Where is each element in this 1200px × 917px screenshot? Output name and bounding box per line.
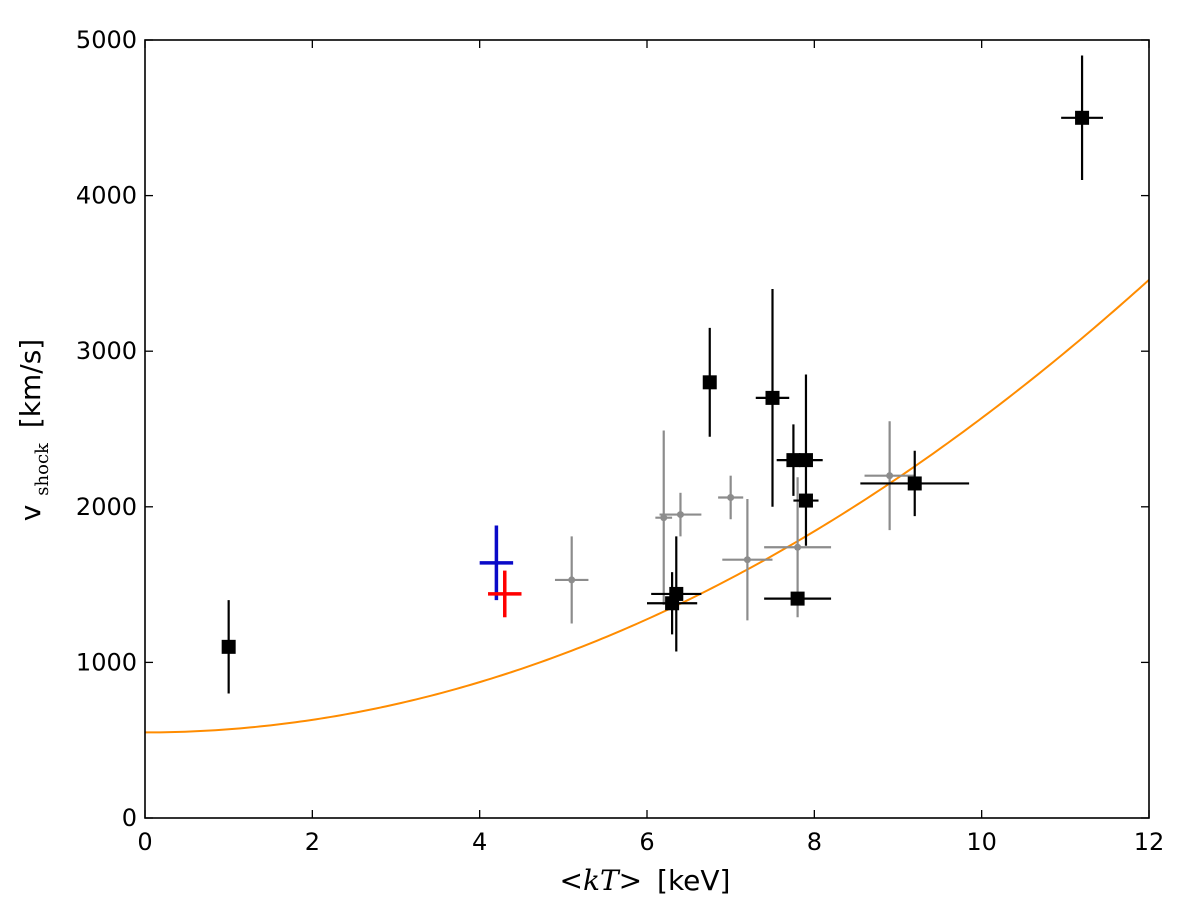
series-red-cross: [488, 570, 522, 618]
black-squares-point-3: [702, 327, 717, 437]
gray-dots-marker-4: [743, 556, 751, 564]
fit-curve: [145, 279, 1149, 734]
x-tick-label-4: 8: [807, 828, 822, 856]
black-squares-marker-8: [790, 591, 805, 606]
black-squares-marker-4: [765, 390, 780, 405]
axes: 0 2 4 6 8 10 12 0 1000 2000 3000 4000 5000: [76, 26, 1164, 856]
x-tick-label-6: 12: [1134, 828, 1165, 856]
black-squares-point-6: [789, 374, 823, 546]
gray-dots-marker-2: [676, 511, 684, 519]
gray-dots-marker-1: [660, 514, 668, 522]
y-tick-label-0: 0: [122, 804, 137, 832]
y-tick-label-2: 2000: [76, 493, 137, 521]
plot-area: [145, 55, 1149, 734]
y-axis-label-base: v: [14, 505, 47, 522]
series-blue-cross: [479, 525, 514, 601]
black-squares-marker-0: [221, 639, 236, 654]
black-squares-point-0: [221, 600, 236, 694]
y-tick-label-5: 5000: [76, 26, 137, 54]
y-tick-label-4: 4000: [76, 182, 137, 210]
black-squares-marker-2: [669, 586, 684, 601]
x-tick-label-3: 6: [639, 828, 654, 856]
gray-dots-marker-6: [886, 472, 894, 480]
gray-dots-point-3: [718, 475, 744, 520]
black-squares-point-9: [860, 450, 970, 517]
black-squares-point-1: [647, 572, 698, 635]
gray-dots-marker-5: [794, 543, 802, 551]
y-axis-label-subscript: shock: [32, 442, 53, 496]
series-gray-dots: [554, 421, 915, 624]
black-squares-point-4: [755, 288, 790, 507]
black-squares-marker-3: [702, 375, 717, 390]
x-tick-label-2: 4: [472, 828, 487, 856]
x-tick-label-5: 10: [966, 828, 997, 856]
y-axis-label: v shock [km/s]: [14, 339, 55, 521]
black-squares-point-8: [764, 591, 832, 606]
gray-dots-point-0: [554, 536, 589, 624]
gray-dots-point-6: [864, 421, 915, 531]
gray-dots-marker-3: [727, 493, 735, 501]
y-tick-label-3: 3000: [76, 337, 137, 365]
y-tick-label-1: 1000: [76, 648, 137, 676]
black-squares-marker-6: [798, 453, 813, 468]
x-axis-label-math: <kT>: [560, 864, 643, 897]
red-cross-point-0: [488, 570, 522, 618]
black-squares-point-2: [651, 536, 702, 652]
black-squares-marker-7: [798, 493, 813, 508]
gray-dots-point-2: [659, 492, 702, 537]
gray-dots-point-4: [722, 499, 773, 621]
black-squares-marker-10: [1075, 110, 1090, 125]
black-squares-point-7: [793, 493, 819, 508]
blue-cross-point-0: [479, 525, 514, 601]
x-tick-label-0: 0: [137, 828, 152, 856]
black-squares-point-10: [1061, 55, 1103, 181]
x-axis-label: <kT> [keV]: [560, 864, 731, 897]
axes-frame: [144, 39, 1150, 819]
x-axis-label-unit: [keV]: [657, 864, 730, 897]
x-tick-label-1: 2: [305, 828, 320, 856]
gray-dots-point-1: [655, 430, 673, 605]
gray-dots-marker-0: [568, 576, 576, 584]
series-black-squares: [221, 55, 1103, 694]
black-squares-marker-9: [907, 476, 922, 491]
y-axis-label-unit: [km/s]: [14, 339, 47, 428]
axis-labels: <kT> [keV] v shock [km/s]: [14, 339, 730, 897]
